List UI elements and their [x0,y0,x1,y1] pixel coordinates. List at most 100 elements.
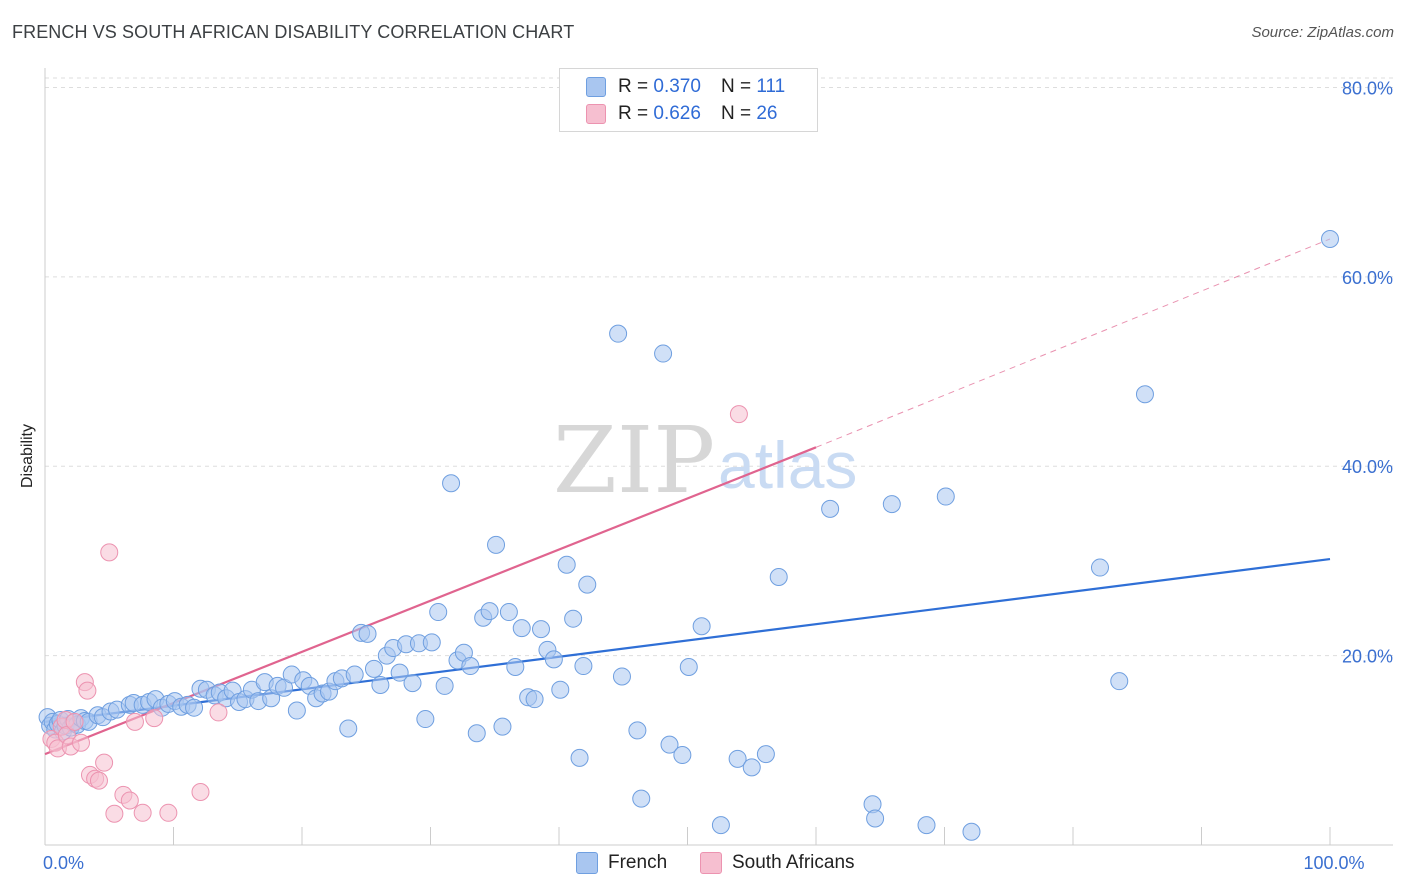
french-swatch [586,77,606,97]
french-point [390,663,409,682]
french-point [371,675,390,694]
french-point [756,745,775,764]
legend-item-south-africans[interactable]: South Africans [700,852,855,874]
series-legend: French South Africans [0,852,1406,878]
french-point [769,568,788,587]
south-african-point [100,543,119,562]
south-african-point [191,782,210,801]
french-point [962,822,981,841]
french-point [461,657,480,676]
south-african-point [105,804,124,823]
south-african-point [71,733,90,752]
french-point [692,617,711,636]
french-point [673,746,692,765]
legend-n-label: N = [720,103,752,124]
french-point [557,555,576,574]
french-point [403,674,422,693]
french-point [512,619,531,638]
french-point [287,701,306,720]
watermark-atlas: atlas [718,428,857,502]
french-point [506,657,525,676]
french-point [679,657,698,676]
chart-title: FRENCH VS SOUTH AFRICAN DISABILITY CORRE… [12,22,575,42]
legend-r-label: R = [618,103,649,124]
legend-n-value: 26 [756,103,778,124]
french-point [821,499,840,518]
legend-n-value: 111 [756,76,786,97]
correlation-legend: R = 0.370 N = 111 R = 0.626 N = 26 [559,68,818,132]
french-point [882,495,901,514]
source-label: Source: ZipAtlas.com [1251,24,1394,41]
watermark: ZIP atlas [553,407,857,514]
french-point [570,748,589,767]
y-tick-label: 80.0% [1342,78,1393,98]
french-point [467,724,486,743]
y-tick-label: 20.0% [1342,647,1393,667]
grid-layer [45,77,1393,657]
french-point [416,710,435,729]
french-point [917,816,936,835]
south-african-point [145,709,164,728]
french-point [275,678,294,697]
french-legend-label: French [608,852,668,873]
french-point [499,603,518,622]
french-point [654,344,673,363]
french-point [1090,558,1109,577]
south-african-point [89,771,108,790]
south-african-point [125,712,144,731]
french-point [185,698,204,717]
french-point [358,624,377,643]
watermark-zip: ZIP [553,407,715,514]
french-point [632,789,651,808]
legend-r-label: R = [618,76,649,97]
french-point [532,620,551,639]
french-point [612,667,631,686]
french-legend-swatch [576,852,598,874]
legend-item-french[interactable]: French [576,852,667,874]
french-point [429,603,448,622]
french-point [564,609,583,628]
french-point [1135,385,1154,404]
legend-n-label: N = [720,76,752,97]
french-point [628,721,647,740]
french-point [574,657,593,676]
french-point [742,758,761,777]
south-african-point [120,791,139,810]
french-point [660,735,679,754]
legend-r-value: 0.626 [653,103,701,124]
x-tick-label: 100.0% [1303,853,1364,873]
south-africans-legend-swatch [700,852,722,874]
south-africans-legend-label: South Africans [732,852,855,873]
south-african-point [133,803,152,822]
y-tick-label: 60.0% [1342,268,1393,288]
south-african-point [159,803,178,822]
french-point [345,665,364,684]
south-african-point [65,712,84,731]
south-african-point [95,753,114,772]
legend-r-value: 0.370 [653,76,701,97]
french-point [480,602,499,621]
data-points [38,229,1339,841]
french-point [422,633,441,652]
tick-labels: 20.0% 40.0% 60.0% 80.0% 0.0% 100.0% [43,78,1393,873]
french-point [493,717,512,736]
french-point [551,680,570,699]
y-tick-label: 40.0% [1342,457,1393,477]
french-point [339,719,358,738]
french-point [364,659,383,678]
french-point [487,535,506,554]
french-point [1321,229,1339,248]
french-point [609,324,628,343]
french-point [435,676,454,695]
french-point [728,749,747,768]
south-african-point [209,703,228,722]
south-africans-swatch [586,104,606,124]
french-point [442,474,461,493]
french-point [866,809,885,828]
french-point [578,575,597,594]
french-point [525,690,544,709]
south-african-point [78,681,97,700]
french-point [1110,672,1129,691]
south-african-point [729,405,748,424]
